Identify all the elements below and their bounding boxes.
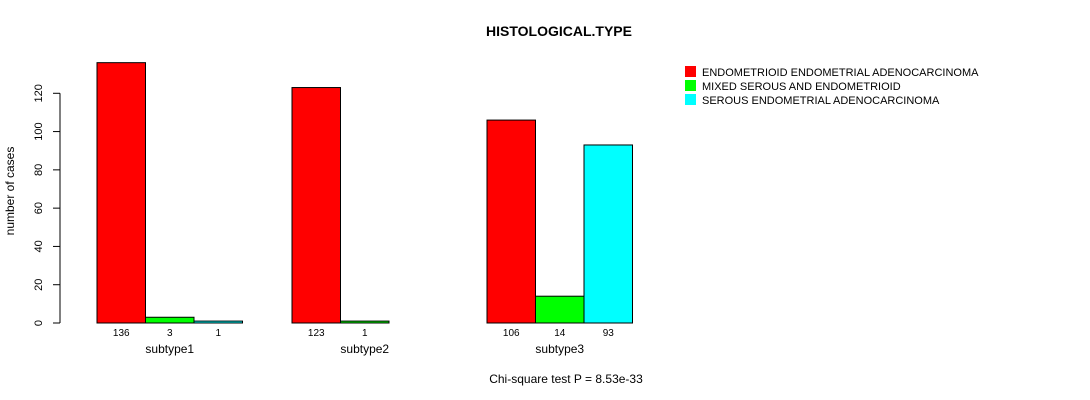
legend-item: MIXED SEROUS AND ENDOMETRIOID — [685, 80, 901, 93]
y-tick-label: 20 — [33, 279, 45, 291]
chi-square-footnote: Chi-square test P = 8.53e-33 — [489, 372, 643, 386]
legend-swatch — [685, 80, 696, 91]
bar-value-label: 136 — [113, 328, 130, 339]
legend-item: SEROUS ENDOMETRIAL ADENOCARCINOMA — [685, 94, 940, 107]
bar-group-subtype1: 136 3 1 subtype1 — [96, 62, 243, 356]
bar — [291, 87, 341, 324]
bar — [583, 144, 633, 324]
y-axis-label: number of cases — [3, 147, 17, 236]
y-tick-label: 60 — [33, 202, 45, 214]
bar — [193, 320, 243, 324]
y-tick-label: 40 — [33, 240, 45, 252]
bar-value-label: 14 — [554, 328, 566, 339]
bar-value-label: 1 — [362, 328, 368, 339]
legend-label: ENDOMETRIOID ENDOMETRIAL ADENOCARCINOMA — [702, 67, 979, 79]
bar-group-subtype3: 106 14 93 subtype3 — [486, 119, 633, 356]
bar-groups: 136 3 1 subtype1 123 1 subtype2 106 14 93 subtype3 — [96, 62, 633, 356]
y-tick-label: 0 — [33, 320, 45, 326]
legend-label: MIXED SEROUS AND ENDOMETRIOID — [702, 81, 901, 93]
y-tick-label: 120 — [33, 84, 45, 102]
y-tick-label: 80 — [33, 164, 45, 176]
bar — [96, 62, 146, 324]
bar-value-label: 1 — [215, 328, 221, 339]
bar-value-label: 106 — [503, 328, 520, 339]
bar-value-label: 123 — [308, 328, 325, 339]
bar-value-label: 93 — [603, 328, 615, 339]
chart-title: HISTOLOGICAL.TYPE — [486, 23, 632, 39]
bar — [486, 119, 536, 324]
y-axis: 0 20 40 60 80 100 120 — [33, 84, 61, 326]
category-label: subtype3 — [535, 342, 584, 356]
bar-group-subtype2: 123 1 subtype2 — [291, 87, 390, 356]
bar-value-label: 3 — [167, 328, 173, 339]
legend-swatch — [685, 94, 696, 105]
legend-item: ENDOMETRIOID ENDOMETRIAL ADENOCARCINOMA — [685, 66, 979, 79]
y-tick-label: 100 — [33, 122, 45, 140]
legend-swatch — [685, 66, 696, 77]
bar — [340, 320, 390, 324]
bar — [145, 316, 195, 324]
category-label: subtype1 — [145, 342, 194, 356]
legend: ENDOMETRIOID ENDOMETRIAL ADENOCARCINOMA M… — [685, 66, 979, 107]
legend-label: SEROUS ENDOMETRIAL ADENOCARCINOMA — [702, 95, 940, 107]
bar — [535, 295, 585, 324]
category-label: subtype2 — [340, 342, 389, 356]
